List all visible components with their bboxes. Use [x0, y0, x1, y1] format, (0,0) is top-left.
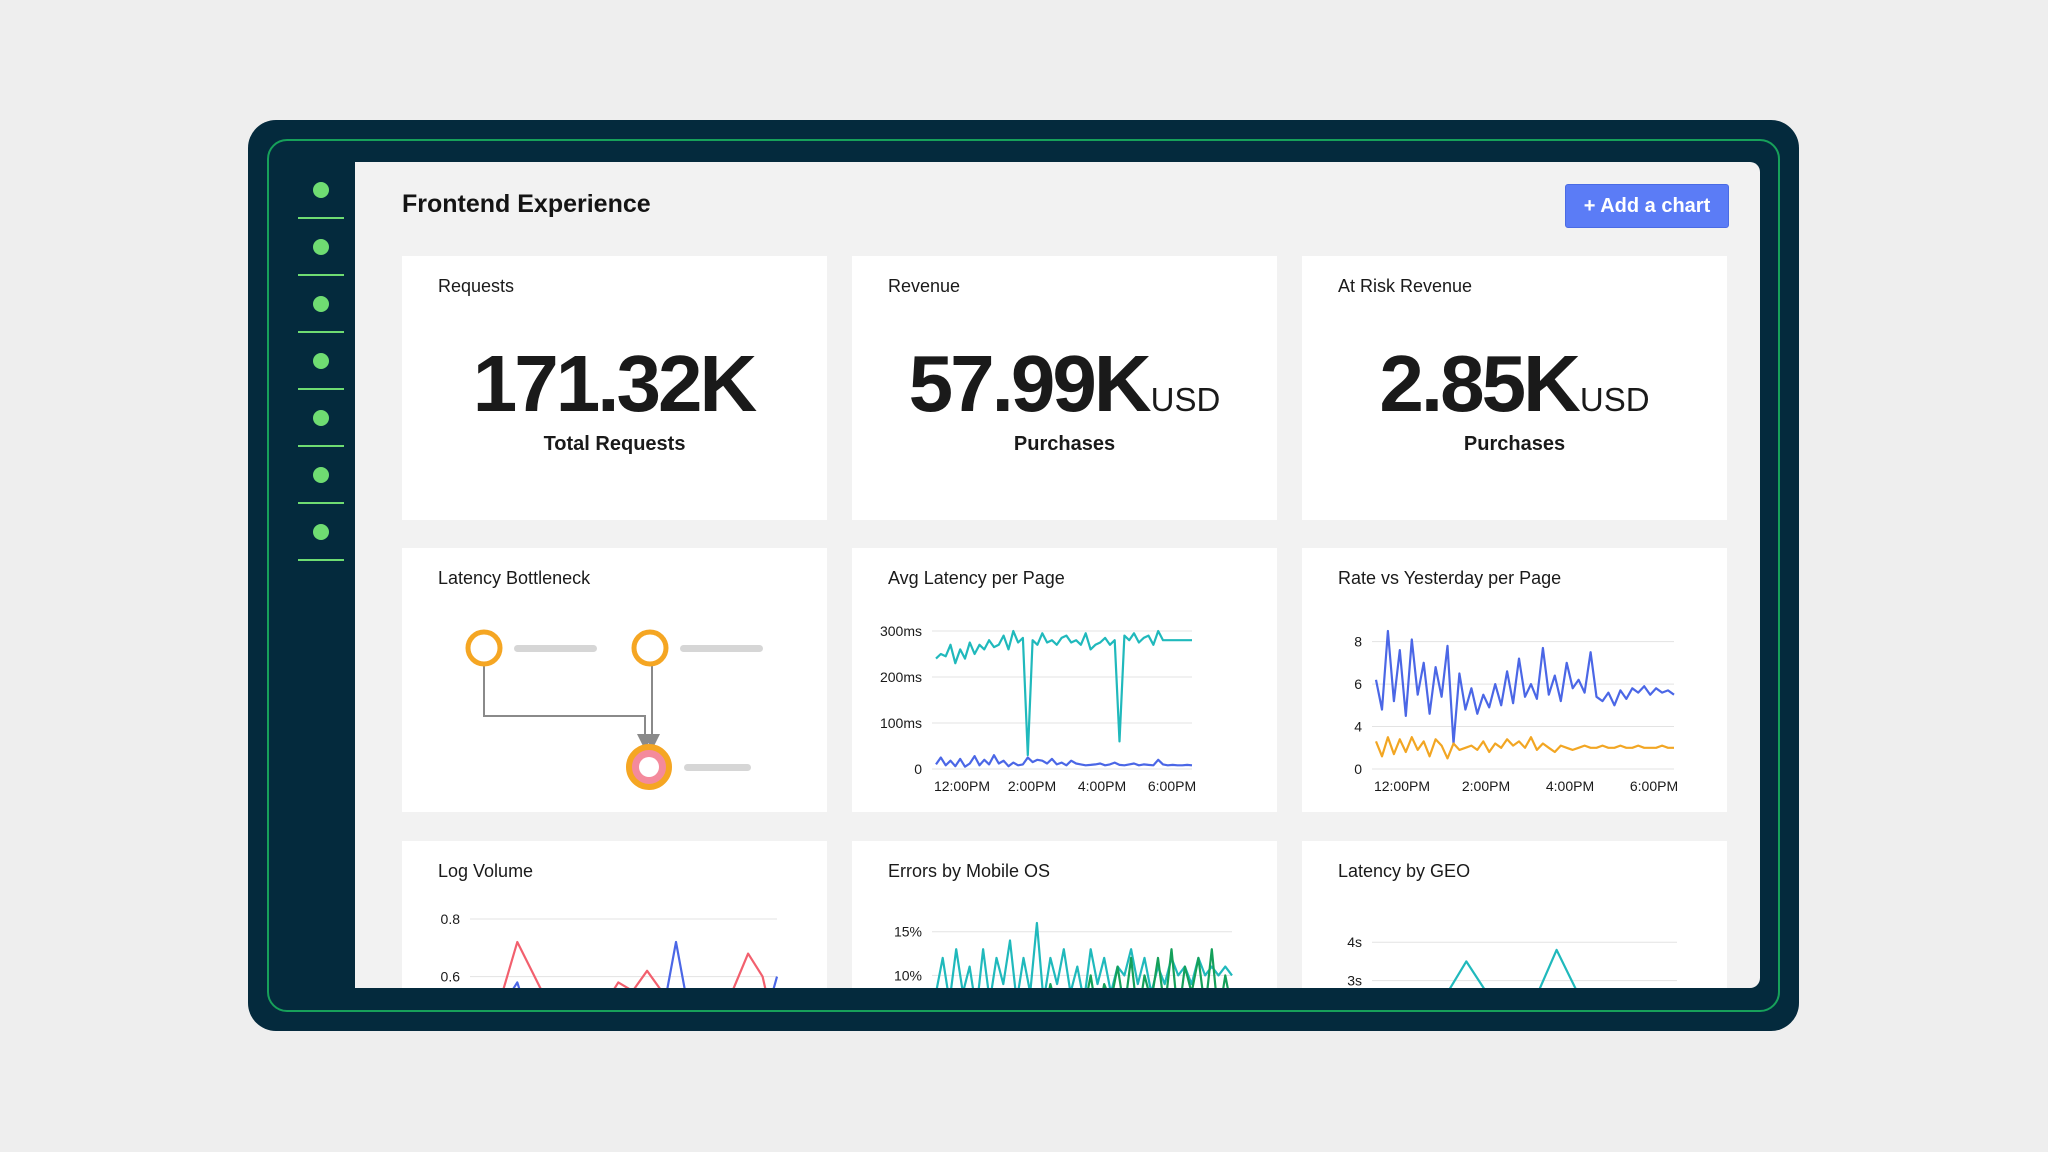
at-risk-revenue-card[interactable]: At Risk Revenue 2.85KUSD Purchases — [1302, 256, 1727, 520]
kpi-subtitle: Total Requests — [543, 433, 686, 455]
kpi-subtitle: Purchases — [1463, 433, 1566, 455]
revenue-unit: USD — [1150, 381, 1221, 418]
y-tick-label: 4 — [1354, 719, 1362, 735]
errors-mobile-os-chart: 15% 10% — [894, 921, 1233, 988]
log-volume-card[interactable]: Log Volume 0.8 0.6 0.4 — [402, 841, 827, 988]
y-tick-label: 0.6 — [441, 969, 461, 985]
add-chart-button[interactable]: + Add a chart — [1565, 184, 1729, 228]
y-tick-label: 300ms — [880, 623, 922, 639]
revenue-value: 57.99K — [908, 339, 1152, 428]
at-risk-unit: USD — [1579, 381, 1650, 418]
x-tick-label: 12:00PM — [1374, 778, 1430, 794]
x-tick-label: 6:00PM — [1148, 778, 1196, 794]
rate-vs-yesterday-chart: 0 4 6 8 12:00PM 2:00PM 4:00PM 6:00PM — [1354, 629, 1678, 794]
requests-value: 171.32K — [472, 339, 757, 428]
series-line-1 — [935, 629, 1192, 757]
x-tick-label: 2:00PM — [1008, 778, 1056, 794]
card-title: Errors by Mobile OS — [888, 861, 1051, 881]
dot-icon — [313, 409, 329, 426]
y-tick-label: 15% — [894, 924, 922, 940]
sidebar-item-5[interactable] — [298, 390, 344, 447]
dot-icon — [313, 181, 329, 198]
series-line-1 — [935, 921, 1233, 988]
series-line-2 — [1048, 948, 1229, 988]
sidebar-item-7[interactable] — [298, 504, 344, 561]
dot-icon — [313, 523, 329, 540]
sidebar-item-3[interactable] — [298, 276, 344, 333]
node-center — [639, 757, 659, 777]
at-risk-value: 2.85K — [1379, 339, 1580, 428]
card-title: Avg Latency per Page — [888, 568, 1065, 588]
y-tick-label: 200ms — [880, 669, 922, 685]
card-title: Requests — [438, 276, 515, 296]
series-line-2 — [1374, 736, 1674, 760]
series-line-1 — [1374, 629, 1675, 745]
y-tick-label: 8 — [1354, 634, 1362, 650]
y-tick-label: 3s — [1347, 973, 1362, 988]
x-tick-label: 4:00PM — [1078, 778, 1126, 794]
bottleneck-diagram — [465, 629, 763, 790]
node-label-placeholder — [684, 764, 751, 771]
y-tick-label: 0 — [914, 761, 922, 777]
y-tick-label: 10% — [894, 967, 922, 983]
latency-bottleneck-card[interactable]: Latency Bottleneck — [402, 548, 827, 812]
dot-icon — [313, 295, 329, 312]
log-volume-chart: 0.80.60.4 — [441, 911, 779, 988]
kpi-subtitle: Purchases — [1013, 433, 1116, 455]
x-tick-label: 6:00PM — [1630, 778, 1678, 794]
dot-icon — [313, 466, 329, 483]
y-tick-label: 4s — [1347, 934, 1362, 950]
series-line-1 — [1448, 948, 1577, 988]
latency-geo-chart: 4s 3s — [1347, 934, 1677, 988]
y-tick-label: 0.8 — [441, 911, 461, 927]
dot-icon — [313, 352, 329, 369]
card-title: Latency Bottleneck — [438, 568, 591, 588]
series-line-1 — [502, 940, 767, 988]
dot-icon — [313, 238, 329, 255]
y-tick-label: 6 — [1354, 676, 1362, 692]
x-tick-label: 12:00PM — [934, 778, 990, 794]
avg-latency-chart: 0 100ms 200ms 300ms 12:00PM 2:00PM 4:00PM 6:00P… — [880, 623, 1196, 794]
card-title: At Risk Revenue — [1338, 276, 1473, 296]
avg-latency-card[interactable]: Avg Latency per Page 0 100ms 200ms 300ms 12:… — [852, 548, 1277, 812]
sidebar-item-4[interactable] — [298, 333, 344, 390]
dashboard-screen: Frontend Experience + Add a chart Reques… — [355, 162, 1760, 988]
kpi-value: 171.32K — [402, 338, 827, 430]
errors-mobile-os-card[interactable]: Errors by Mobile OS 15% 10% — [852, 841, 1277, 988]
node-label-placeholder — [514, 645, 597, 652]
connector-line — [483, 648, 653, 750]
series-line-2 — [935, 754, 1193, 768]
x-tick-label: 2:00PM — [1462, 778, 1510, 794]
kpi-value: 57.99KUSD — [852, 338, 1277, 430]
x-tick-label: 4:00PM — [1546, 778, 1594, 794]
series-line-2 — [512, 940, 779, 988]
sidebar — [288, 162, 354, 988]
card-title: Latency by GEO — [1338, 861, 1471, 881]
revenue-card[interactable]: Revenue 57.99KUSD Purchases — [852, 256, 1277, 520]
sidebar-item-6[interactable] — [298, 447, 344, 504]
card-title: Rate vs Yesterday per Page — [1338, 568, 1562, 588]
card-title: Log Volume — [438, 861, 534, 881]
card-title: Revenue — [888, 276, 961, 296]
sidebar-item-2[interactable] — [298, 219, 344, 276]
kpi-value: 2.85KUSD — [1302, 338, 1727, 430]
y-tick-label: 0 — [1354, 761, 1362, 777]
node-circle[interactable] — [631, 629, 669, 667]
node-circle[interactable] — [465, 629, 503, 667]
requests-card[interactable]: Requests 171.32K Total Requests — [402, 256, 827, 520]
sidebar-item-1[interactable] — [298, 162, 344, 219]
node-label-placeholder — [680, 645, 763, 652]
rate-vs-yesterday-card[interactable]: Rate vs Yesterday per Page 0 4 6 8 12:00PM 2:… — [1302, 548, 1727, 812]
latency-geo-card[interactable]: Latency by GEO 4s 3s — [1302, 841, 1727, 988]
page-title: Frontend Experience — [402, 190, 651, 218]
y-tick-label: 100ms — [880, 715, 922, 731]
